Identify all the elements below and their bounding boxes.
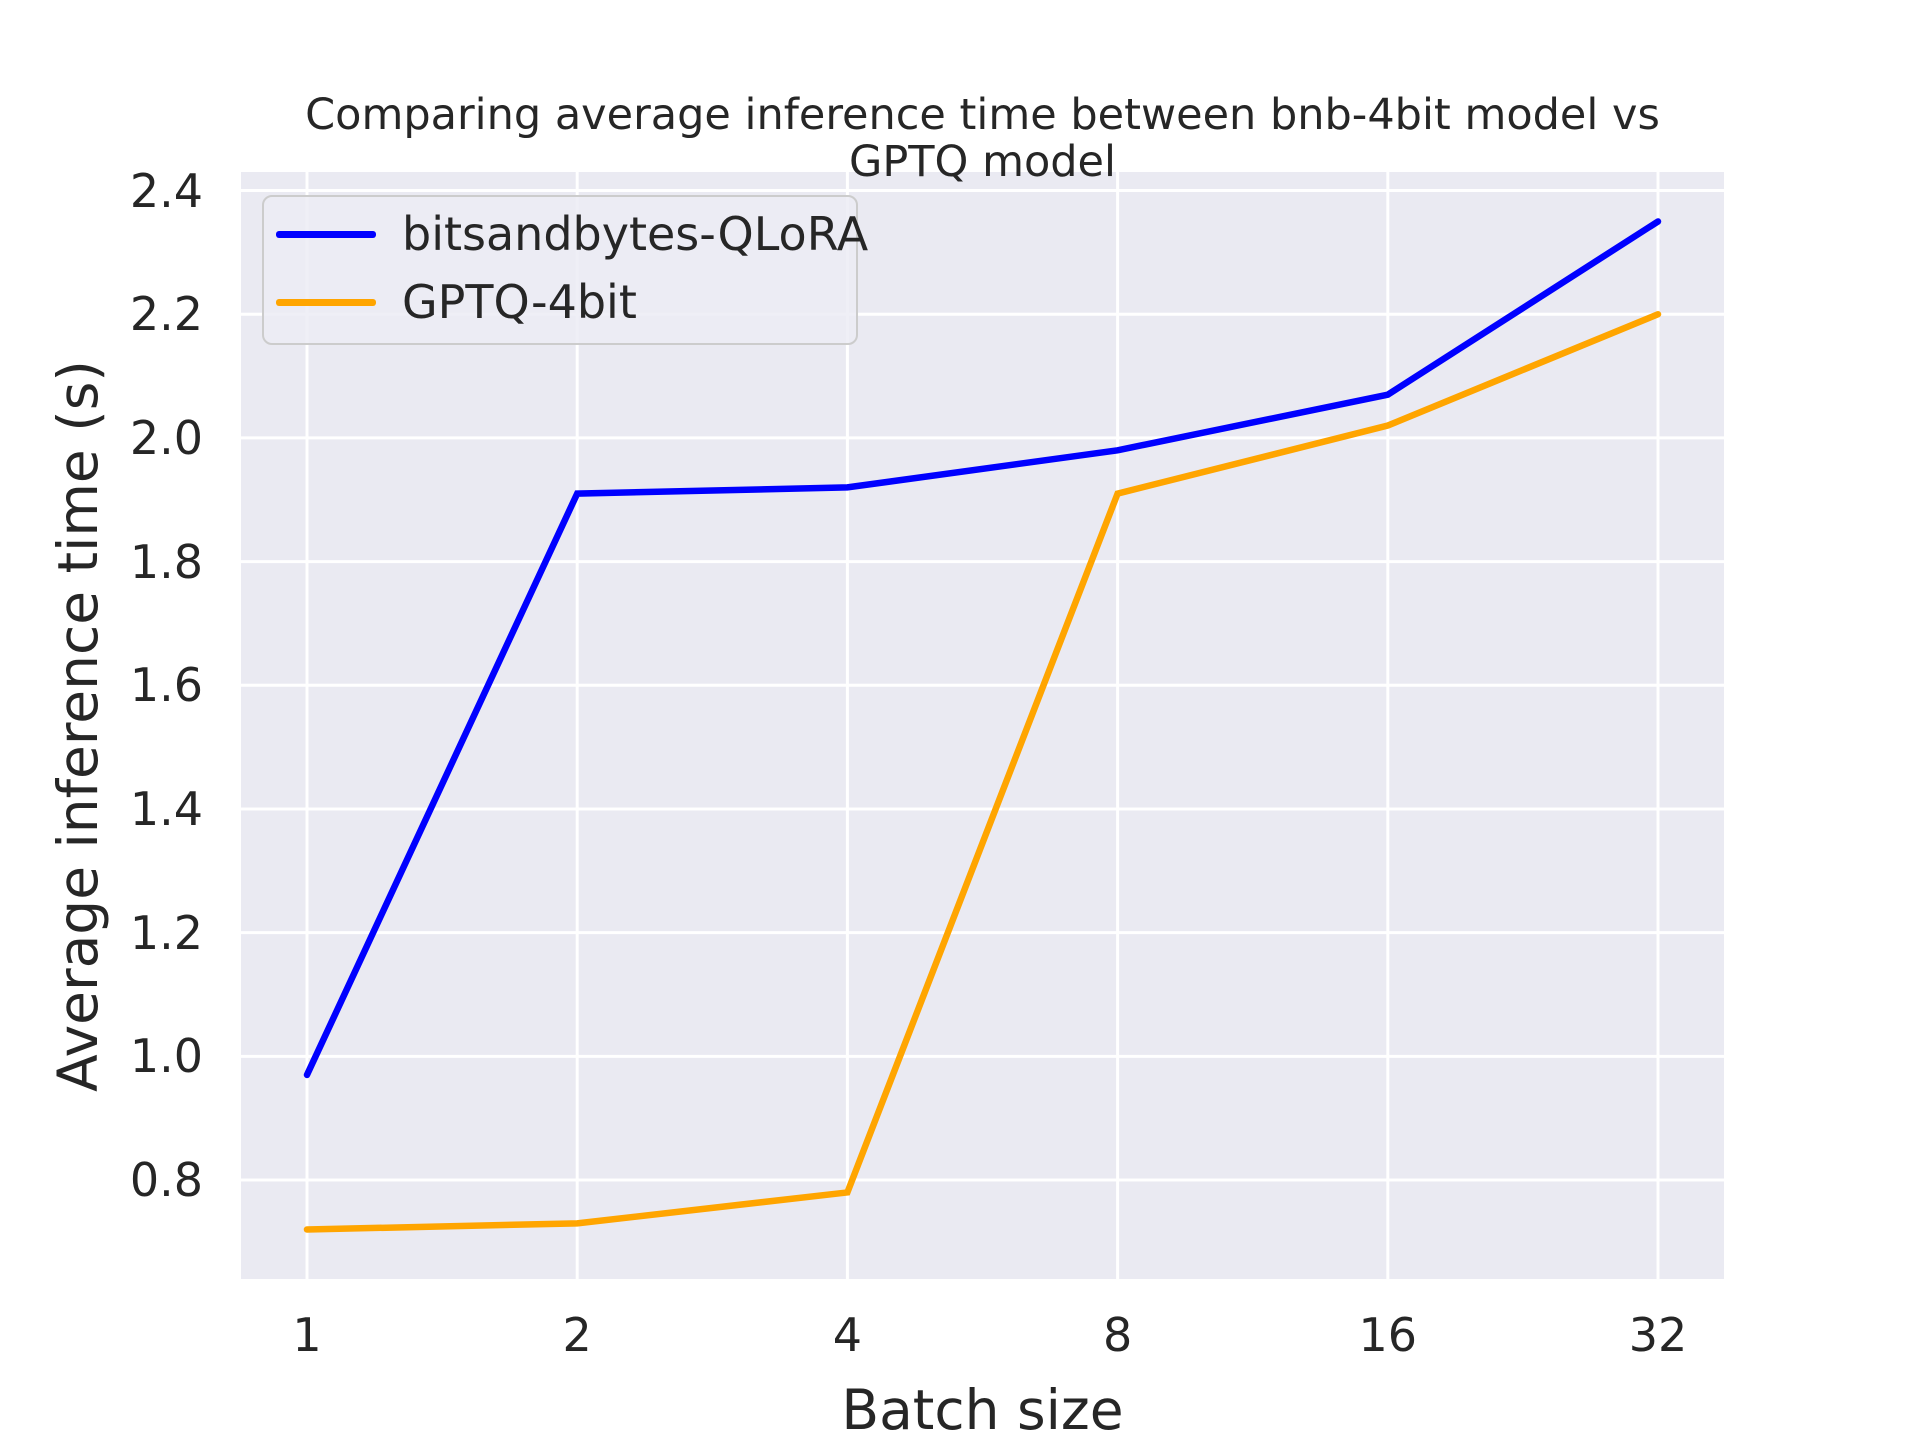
chart-title: Comparing average inference time between… xyxy=(305,90,1660,188)
x-tick-label: 16 xyxy=(1358,1308,1418,1362)
legend-entry: bitsandbytes-QLoRA xyxy=(276,211,868,257)
series-line-bitsandbytes-QLoRA xyxy=(303,218,1662,1079)
series-line-GPTQ-4bit xyxy=(303,310,1662,1233)
y-tick-label: 1.0 xyxy=(129,1029,203,1084)
y-axis-label: Average inference time (s) xyxy=(46,360,110,1092)
y-tick-label: 1.4 xyxy=(129,781,203,836)
x-tick-label: 2 xyxy=(562,1308,592,1362)
plot-area-background xyxy=(241,172,1724,1279)
x-axis-label: Batch size xyxy=(841,1378,1124,1440)
y-tick-label: 1.2 xyxy=(129,905,203,960)
x-tick-label: 1 xyxy=(292,1308,322,1362)
legend-line-swatch-blue xyxy=(276,230,376,238)
y-tick-label: 1.6 xyxy=(129,658,203,713)
x-tick-label: 32 xyxy=(1628,1308,1688,1362)
y-tick-label: 2.2 xyxy=(129,287,203,342)
legend-line-swatch-orange xyxy=(276,298,376,306)
x-tick-label: 4 xyxy=(832,1308,863,1362)
series-lines xyxy=(303,218,1662,1233)
x-tick-label: 8 xyxy=(1102,1308,1133,1362)
legend-label: bitsandbytes-QLoRA xyxy=(402,207,869,261)
legend: bitsandbytes-QLoRA GPTQ-4bit xyxy=(262,195,868,345)
legend-entry: GPTQ-4bit xyxy=(276,279,856,325)
y-tick-label: 2.0 xyxy=(129,410,203,465)
y-tick-label: 2.4 xyxy=(129,163,203,218)
y-tick-label: 0.8 xyxy=(129,1153,203,1208)
y-tick-label: 1.8 xyxy=(129,534,203,589)
legend-label: GPTQ-4bit xyxy=(402,275,637,329)
